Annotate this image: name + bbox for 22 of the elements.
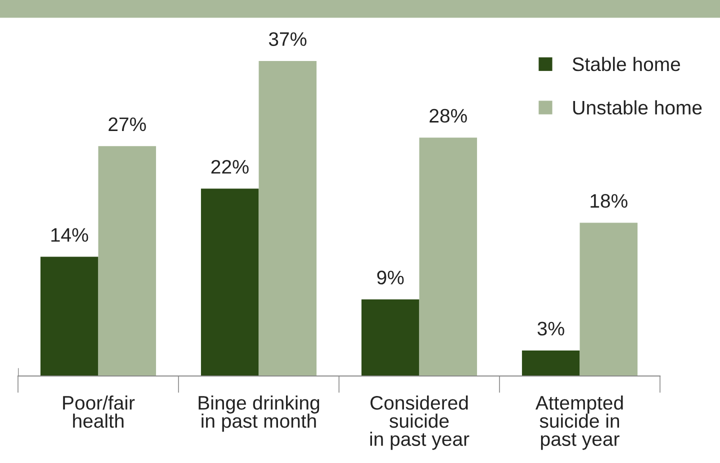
x-tick-label: Considered suicide in past year (370, 395, 470, 450)
x-tick-label: Poor/fair health (63, 395, 135, 428)
legend-label: Unstable home (573, 100, 702, 115)
bar (40, 256, 98, 376)
bar (98, 146, 156, 376)
bar (361, 299, 420, 376)
legend-label: Stable home (572, 56, 680, 72)
data-label: 14% (51, 228, 88, 242)
data-label: 9% (377, 270, 404, 284)
bar (258, 60, 317, 376)
x-tick-label: Attempted suicide in past year (535, 395, 623, 450)
bar (200, 188, 259, 376)
x-tick-label: Binge drinking in past month (198, 395, 320, 432)
data-label: 3% (538, 322, 564, 336)
data-label: 18% (590, 194, 628, 208)
data-label: 37% (268, 32, 306, 46)
bar (522, 350, 580, 376)
data-label: 28% (430, 108, 467, 123)
bar (580, 222, 638, 376)
data-label: 22% (211, 160, 249, 174)
bar (419, 138, 478, 376)
data-label: 27% (108, 117, 146, 132)
